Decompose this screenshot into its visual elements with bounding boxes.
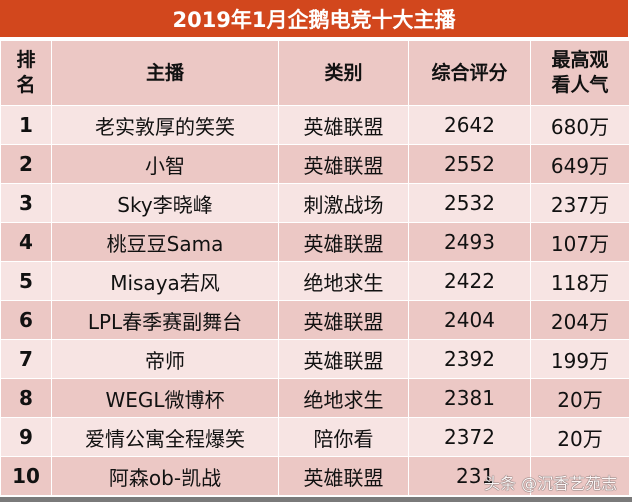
score-cell: 2392 (408, 339, 531, 379)
streamer-cell: Sky李晓峰 (51, 183, 279, 223)
rank-cell: 4 (0, 222, 52, 262)
ranking-table: 排名 主播 类别 综合评分 最高观 看人气 1 老实敦厚的笑笑 英雄联盟 2642… (0, 40, 630, 496)
peak-viewers-cell: 107万 (530, 222, 630, 262)
table-row: 7 帝师 英雄联盟 2392 199万 (0, 339, 630, 379)
rank-cell: 9 (0, 417, 52, 457)
rank-cell: 8 (0, 378, 52, 418)
streamer-cell: Misaya若风 (51, 261, 279, 301)
score-cell: 2642 (408, 105, 531, 145)
table-row: 5 Misaya若风 绝地求生 2422 118万 (0, 261, 630, 301)
category-cell: 绝地求生 (278, 378, 409, 418)
streamer-cell: 老实敦厚的笑笑 (51, 105, 279, 145)
table-row: 2 小智 英雄联盟 2552 649万 (0, 144, 630, 184)
score-cell: 2404 (408, 300, 531, 340)
score-cell: 2493 (408, 222, 531, 262)
streamer-cell: WEGL微博杯 (51, 378, 279, 418)
peak-viewers-cell: 199万 (530, 339, 630, 379)
table-row: 1 老实敦厚的笑笑 英雄联盟 2642 680万 (0, 105, 630, 145)
peak-viewers-cell: 118万 (530, 261, 630, 301)
category-cell: 陪你看 (278, 417, 409, 457)
peak-viewers-cell: 237万 (530, 183, 630, 223)
streamer-cell: 阿森ob-凯战 (51, 456, 279, 496)
streamer-cell: 爱情公寓全程爆笑 (51, 417, 279, 457)
score-cell: 2372 (408, 417, 531, 457)
table-row: 3 Sky李晓峰 刺激战场 2532 237万 (0, 183, 630, 223)
category-cell: 英雄联盟 (278, 144, 409, 184)
category-cell: 刺激战场 (278, 183, 409, 223)
category-cell: 英雄联盟 (278, 105, 409, 145)
peak-viewers-cell (530, 456, 630, 496)
rank-cell: 5 (0, 261, 52, 301)
table-row: 8 WEGL微博杯 绝地求生 2381 20万 (0, 378, 630, 418)
score-cell: 2381 (408, 378, 531, 418)
peak-viewers-cell: 20万 (530, 378, 630, 418)
table-title: 2019年1月企鹅电竞十大主播 (0, 0, 628, 37)
streamer-cell: 帝师 (51, 339, 279, 379)
score-cell: 2422 (408, 261, 531, 301)
bottom-border (0, 497, 632, 502)
rank-cell: 2 (0, 144, 52, 184)
table-row: 10 阿森ob-凯战 英雄联盟 231 (0, 456, 630, 496)
table-row: 9 爱情公寓全程爆笑 陪你看 2372 20万 (0, 417, 630, 457)
rank-cell: 3 (0, 183, 52, 223)
peak-viewers-cell: 680万 (530, 105, 630, 145)
score-cell: 2552 (408, 144, 531, 184)
category-cell: 英雄联盟 (278, 339, 409, 379)
rank-cell: 6 (0, 300, 52, 340)
peak-viewers-cell: 204万 (530, 300, 630, 340)
streamer-cell: 桃豆豆Sama (51, 222, 279, 262)
header-category: 类别 (278, 40, 409, 106)
rank-cell: 7 (0, 339, 52, 379)
peak-viewers-cell: 649万 (530, 144, 630, 184)
score-cell: 231 (408, 456, 531, 496)
category-cell: 英雄联盟 (278, 456, 409, 496)
streamer-cell: LPL春季赛副舞台 (51, 300, 279, 340)
table-row: 4 桃豆豆Sama 英雄联盟 2493 107万 (0, 222, 630, 262)
header-row: 排名 主播 类别 综合评分 最高观 看人气 (0, 40, 630, 106)
rank-cell: 1 (0, 105, 52, 145)
watermark: 头条 @沉香艺苑志 (484, 474, 618, 493)
category-cell: 英雄联盟 (278, 222, 409, 262)
header-streamer: 主播 (51, 40, 279, 106)
score-cell: 2532 (408, 183, 531, 223)
streamer-cell: 小智 (51, 144, 279, 184)
category-cell: 绝地求生 (278, 261, 409, 301)
category-cell: 英雄联盟 (278, 300, 409, 340)
rank-cell: 10 (0, 456, 52, 496)
header-score: 综合评分 (408, 40, 531, 106)
header-peak-viewers: 最高观 看人气 (530, 40, 630, 106)
table-row: 6 LPL春季赛副舞台 英雄联盟 2404 204万 (0, 300, 630, 340)
header-rank: 排名 (0, 40, 52, 106)
peak-viewers-cell: 20万 (530, 417, 630, 457)
